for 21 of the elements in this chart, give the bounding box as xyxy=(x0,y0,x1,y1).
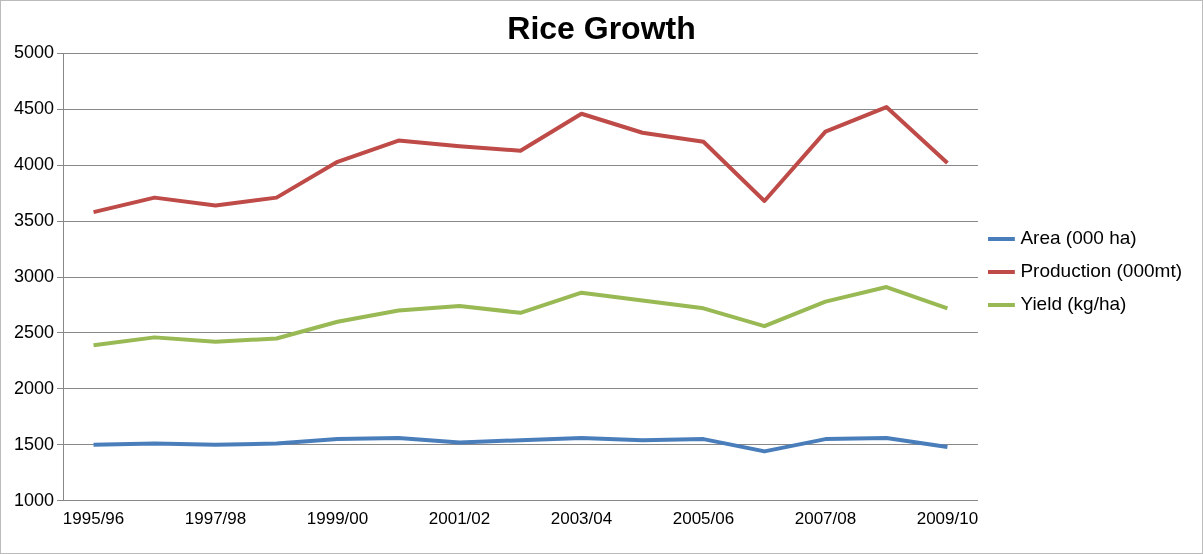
y-tick-label: 5000 xyxy=(14,42,55,63)
chart-title: Rice Growth xyxy=(507,10,696,47)
y-tick-label: 1000 xyxy=(14,489,55,510)
y-tick-label: 4500 xyxy=(14,98,55,119)
y-tick-label: 2500 xyxy=(14,321,55,342)
x-tick-label: 2007/08 xyxy=(794,509,857,529)
legend-label: Yield (kg/ha) xyxy=(1020,293,1127,315)
y-tick-label: 4000 xyxy=(14,154,55,175)
x-tick-label: 2005/06 xyxy=(672,509,735,529)
x-tick-label: 2001/02 xyxy=(428,509,491,529)
x-tick-label: 2009/10 xyxy=(916,509,979,529)
y-tick-label: 3000 xyxy=(14,265,55,286)
y-tick-label: 1500 xyxy=(14,433,55,454)
x-tick-label: 1995/96 xyxy=(62,509,125,529)
y-tick-label: 3500 xyxy=(14,210,55,231)
legend-label: Area (000 ha) xyxy=(1020,227,1137,249)
y-tick-label: 2000 xyxy=(14,377,55,398)
legend-label: Production (000mt) xyxy=(1020,260,1182,282)
x-tick-label: 1999/00 xyxy=(306,509,369,529)
x-tick-label: 2003/04 xyxy=(550,509,613,529)
x-tick-label: 1997/98 xyxy=(184,509,247,529)
